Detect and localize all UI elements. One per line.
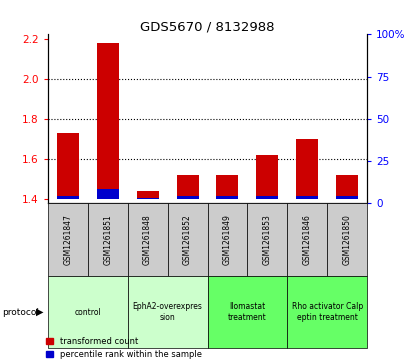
Bar	[256, 155, 278, 199]
Text: GSM1261852: GSM1261852	[183, 214, 192, 265]
Bar	[256, 196, 278, 199]
Title: GDS5670 / 8132988: GDS5670 / 8132988	[140, 20, 275, 33]
Bar	[176, 175, 198, 199]
Bar	[296, 139, 318, 199]
Bar	[137, 191, 159, 199]
Bar	[48, 276, 128, 348]
Bar	[296, 196, 318, 199]
Bar	[57, 133, 79, 199]
Bar	[97, 189, 119, 199]
Bar	[208, 203, 247, 276]
Bar	[287, 203, 327, 276]
Text: GSM1261848: GSM1261848	[143, 214, 152, 265]
Bar	[137, 197, 159, 199]
Bar	[336, 175, 358, 199]
Text: GSM1261853: GSM1261853	[263, 214, 272, 265]
Text: control: control	[74, 308, 101, 317]
Text: GSM1261851: GSM1261851	[103, 214, 112, 265]
Text: Rho activator Calp
eptin treatment: Rho activator Calp eptin treatment	[292, 302, 363, 322]
Bar	[57, 196, 79, 199]
Text: GSM1261849: GSM1261849	[223, 214, 232, 265]
Bar	[287, 276, 367, 348]
Text: ▶: ▶	[36, 307, 44, 317]
Bar	[97, 42, 119, 199]
Text: EphA2-overexpres
sion: EphA2-overexpres sion	[133, 302, 203, 322]
Legend: transformed count, percentile rank within the sample: transformed count, percentile rank withi…	[46, 337, 202, 359]
Text: Ilomastat
treatment: Ilomastat treatment	[228, 302, 267, 322]
Bar	[217, 196, 239, 199]
Text: GSM1261850: GSM1261850	[343, 214, 352, 265]
Bar	[217, 175, 239, 199]
Text: GSM1261846: GSM1261846	[303, 214, 312, 265]
Bar	[247, 203, 287, 276]
Bar	[128, 276, 208, 348]
Bar	[176, 196, 198, 199]
Bar	[88, 203, 128, 276]
Bar	[208, 276, 287, 348]
Bar	[128, 203, 168, 276]
Text: GSM1261847: GSM1261847	[63, 214, 72, 265]
Bar	[336, 196, 358, 199]
Text: protocol: protocol	[2, 308, 39, 317]
Bar	[168, 203, 208, 276]
Bar	[327, 203, 367, 276]
Bar	[48, 203, 88, 276]
